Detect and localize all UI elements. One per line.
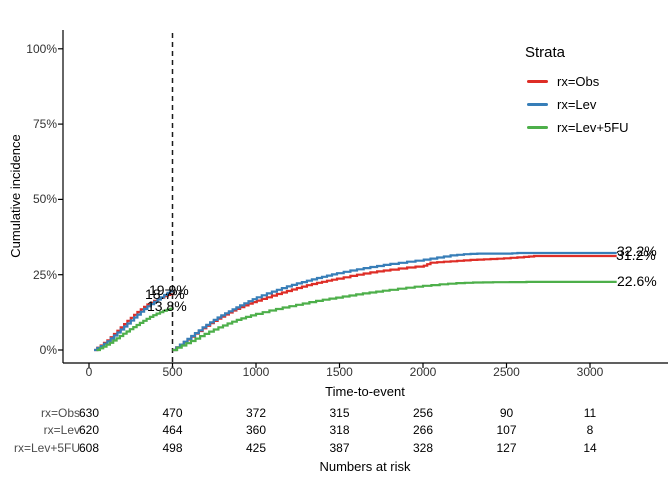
x-tick-label: 0	[85, 365, 93, 379]
annotation-lev5fu-at-500: 13.8%	[147, 298, 187, 314]
risk-row-label-obs: rx=Obs	[40, 406, 80, 420]
risk-value: 630	[78, 406, 100, 420]
risk-value: 318	[329, 423, 350, 437]
annotation-lev5fu-at-end: 22.6%	[617, 273, 657, 289]
series-line-rx-lev-5fu	[96, 307, 174, 352]
x-axis-title: Time-to-event	[325, 384, 405, 399]
risk-row-label-lev5fu: rx=Lev+5FU	[13, 441, 80, 455]
risk-value: 127	[496, 441, 517, 455]
risk-value: 425	[245, 441, 267, 455]
y-tick-label: 75%	[32, 117, 57, 132]
legend-item-label: rx=Lev+5FU	[557, 120, 629, 135]
series-line-rx-lev	[172, 251, 617, 352]
risk-value: 464	[162, 423, 183, 437]
legend: Strata rx=Obs rx=Lev rx=Lev+5FU	[525, 44, 629, 142]
annotation-obs-at-500: 18.7%	[145, 286, 185, 302]
annotation-lev-at-500: 19.9%	[149, 282, 189, 298]
x-tick-label: 1000	[242, 365, 270, 379]
y-tick-label: 100%	[26, 41, 57, 56]
y-tick-label: 50%	[32, 192, 57, 207]
annotation-obs-at-end: 31.2%	[616, 247, 656, 263]
y-tick-label: 0%	[39, 343, 57, 357]
risk-value: 266	[412, 423, 434, 437]
legend-title: Strata	[525, 44, 566, 61]
legend-item-rx-lev: rx=Lev	[525, 96, 596, 112]
x-tick-label: 1500	[326, 365, 353, 379]
legend-line-swatch-red	[527, 80, 548, 83]
legend-item-rx-obs: rx=Obs	[525, 73, 599, 89]
risk-value: 8	[586, 423, 594, 437]
risk-value: 372	[245, 406, 267, 420]
risk-value: 328	[412, 441, 434, 455]
series-line-rx-obs	[172, 254, 617, 352]
risk-value: 498	[162, 441, 183, 455]
risk-value: 608	[78, 441, 100, 455]
risk-table-caption: Numbers at risk	[319, 459, 411, 474]
x-tick-label: 500	[162, 365, 183, 379]
x-tick-label: 2000	[409, 365, 437, 379]
risk-value: 90	[499, 406, 514, 420]
legend-item-label: rx=Obs	[557, 74, 600, 89]
legend-item-rx-lev5fu: rx=Lev+5FU	[525, 119, 629, 135]
risk-value: 256	[412, 406, 434, 420]
risk-value: 387	[329, 441, 350, 455]
risk-value: 360	[245, 423, 267, 437]
risk-value: 14	[583, 441, 597, 455]
risk-row-label-lev: rx=Lev	[43, 423, 80, 437]
x-tick-label: 2500	[493, 365, 520, 379]
risk-value: 11	[583, 406, 597, 420]
annotation-lev-at-end: 32.2%	[617, 243, 657, 259]
risk-value: 470	[162, 406, 183, 420]
risk-value: 620	[78, 423, 100, 437]
series-line-rx-lev	[94, 290, 174, 352]
legend-item-label: rx=Lev	[557, 97, 597, 112]
risk-value: 315	[329, 406, 350, 420]
risk-value: 107	[496, 423, 517, 437]
legend-line-swatch-blue	[527, 103, 548, 106]
legend-line-swatch-green	[527, 126, 548, 129]
y-tick-label: 25%	[32, 267, 57, 282]
x-tick-label: 3000	[576, 365, 604, 379]
series-line-rx-lev-5fu	[172, 280, 617, 352]
